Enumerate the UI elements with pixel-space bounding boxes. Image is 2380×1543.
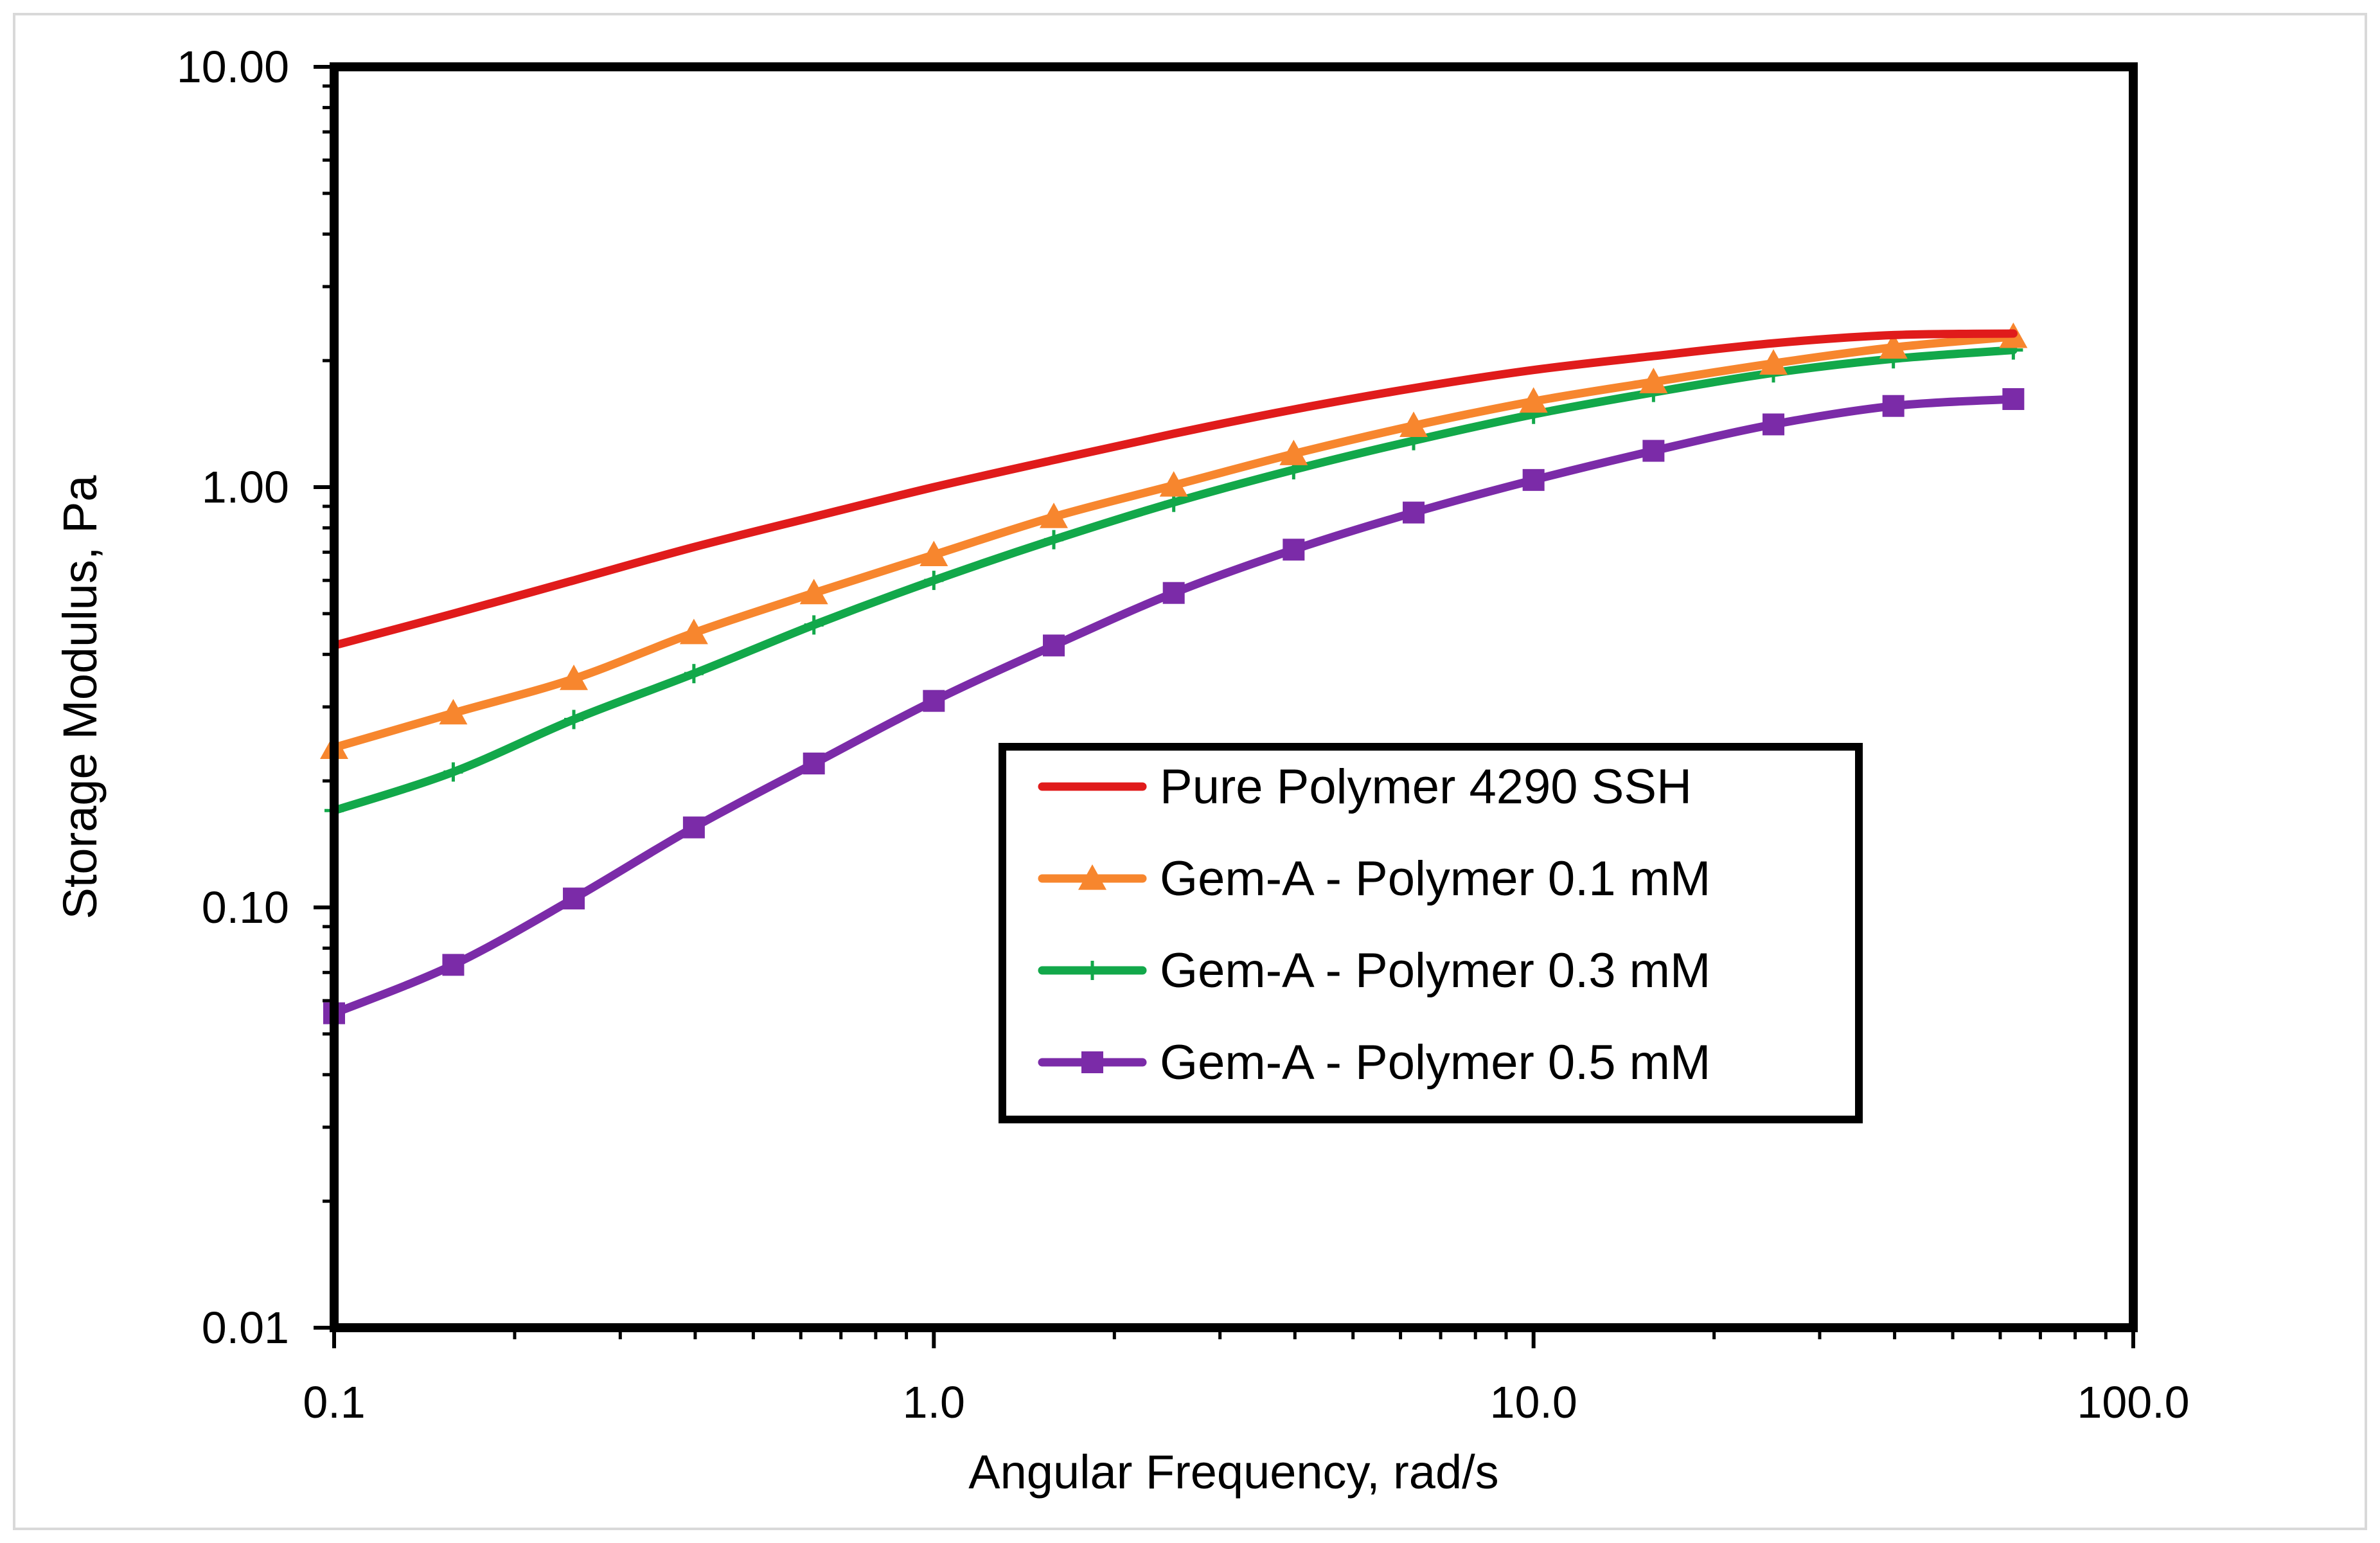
data-point-1 [799, 578, 828, 605]
data-point-1 [679, 618, 708, 645]
data-point-3 [1162, 582, 1185, 604]
legend-label-2: Gem-A - Polymer 0.3 mM [1160, 943, 1710, 998]
series-3 [323, 388, 2025, 1024]
x-tick-label: 1.0 [903, 1377, 965, 1427]
series-0 [330, 329, 2018, 650]
series-line-3 [330, 395, 2018, 1018]
y-tick-label: 0.01 [202, 1303, 289, 1353]
legend-label-0: Pure Polymer 4290 SSH [1160, 760, 1692, 814]
y-tick-label: 0.10 [202, 882, 289, 932]
data-point-1 [1639, 368, 1668, 393]
legend: Pure Polymer 4290 SSH Gem-A - Polymer 0.1… [999, 743, 1863, 1123]
legend-entry-0: Pure Polymer 4290 SSH [1038, 760, 1692, 814]
data-point-1 [1879, 333, 1908, 359]
x-axis-title: Angular Frequency, rad/s [968, 1445, 1498, 1499]
data-point-2 [684, 664, 704, 684]
data-point-1 [1759, 349, 1788, 375]
data-point-3 [1882, 395, 1905, 417]
data-point-3 [923, 690, 945, 712]
series-line-0 [330, 329, 2018, 650]
legend-entry-3: Gem-A - Polymer 0.5 mM [1038, 1035, 1710, 1090]
data-point-1 [1159, 471, 1188, 497]
data-point-2 [1044, 530, 1064, 549]
series-1 [320, 322, 2028, 759]
data-point-3 [1043, 634, 1065, 657]
data-point-3 [1522, 468, 1545, 491]
data-point-3 [2002, 388, 2025, 410]
legend-box [999, 743, 1863, 1123]
data-point-1 [1519, 387, 1548, 413]
plot-frame [330, 62, 2138, 1332]
data-point-2 [443, 762, 463, 782]
data-point-1 [1399, 411, 1428, 438]
y-tick-label: 10.00 [177, 42, 289, 92]
data-point-3 [1642, 440, 1665, 462]
data-point-1 [1040, 503, 1069, 528]
legend-marker-2 [1083, 961, 1102, 980]
data-point-2 [804, 615, 824, 635]
data-point-3 [1763, 413, 1785, 436]
legend-entry-1: Gem-A - Polymer 0.1 mM [1038, 852, 1710, 906]
x-tick-label: 100.0 [2077, 1377, 2189, 1427]
data-point-3 [1403, 501, 1425, 524]
data-point-1 [560, 664, 589, 690]
legend-label-1: Gem-A - Polymer 0.1 mM [1160, 852, 1710, 906]
data-point-3 [682, 816, 705, 839]
data-point-3 [563, 887, 585, 910]
x-tick-label: 10.0 [1490, 1377, 1577, 1427]
data-point-2 [564, 709, 584, 729]
data-point-3 [803, 753, 825, 775]
data-point-1 [439, 699, 468, 725]
y-tick-label: 1.00 [202, 462, 289, 512]
data-point-1 [1279, 440, 1308, 465]
x-tick-label: 0.1 [303, 1377, 365, 1427]
legend-label-3: Gem-A - Polymer 0.5 mM [1160, 1035, 1710, 1090]
legend-marker-3 [1081, 1051, 1103, 1073]
y-axis-title: Storage Modulus, Pa [53, 475, 107, 920]
data-point-2 [924, 571, 944, 591]
series-line-2 [330, 346, 2018, 815]
data-point-3 [1283, 539, 1305, 561]
data-point-3 [442, 954, 465, 976]
legend-entry-2: Gem-A - Polymer 0.3 mM [1038, 943, 1710, 998]
legend-marker-1 [1078, 864, 1106, 890]
data-point-1 [919, 540, 948, 566]
